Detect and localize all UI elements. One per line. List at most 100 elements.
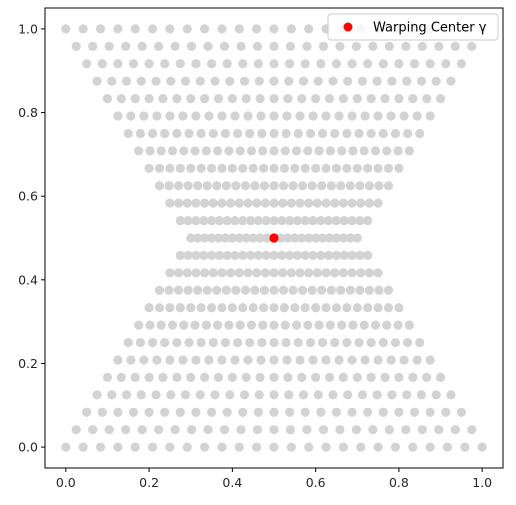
lattice-point-132	[204, 355, 214, 365]
lattice-point-150	[123, 337, 133, 348]
legend: Warping Center γ	[327, 13, 499, 41]
lattice-point-68	[363, 407, 373, 417]
lattice-point-114	[297, 372, 307, 382]
lattice-point-595	[401, 41, 411, 51]
lattice-point-19	[390, 442, 401, 452]
lattice-point-193	[337, 320, 347, 330]
lattice-point-38	[285, 425, 296, 435]
lattice-point-49	[467, 425, 477, 435]
lattice-point-181	[201, 320, 211, 330]
lattice-point-307	[234, 233, 244, 243]
lattice-point-145	[373, 355, 383, 365]
lattice-point-382	[221, 181, 231, 191]
lattice-point-541	[328, 76, 338, 86]
lattice-point-467	[330, 128, 340, 139]
lattice-point-569	[378, 59, 388, 69]
lattice-point-355	[208, 198, 218, 208]
lattice-point-141	[321, 355, 331, 365]
lattice-point-396	[355, 181, 365, 191]
lattice-point-41	[335, 425, 345, 435]
lattice-point-115	[311, 372, 321, 382]
lattice-point-211	[258, 303, 269, 313]
lattice-point-76	[107, 390, 117, 400]
lattice-point-609	[217, 24, 227, 34]
lattice-point-313	[276, 233, 286, 243]
lattice-point-84	[225, 390, 235, 400]
lattice-point-411	[258, 163, 269, 173]
lattice-point-15	[321, 442, 331, 452]
lattice-point-74	[456, 407, 466, 417]
lattice-point-300	[186, 233, 196, 243]
lattice-point-28	[121, 425, 131, 435]
lattice-point-548	[431, 76, 441, 86]
lattice-point-290	[292, 250, 303, 261]
lattice-point-190	[303, 320, 313, 330]
lattice-point-343	[316, 215, 326, 226]
lattice-point-157	[208, 337, 218, 348]
y-tick-label: 0.2	[18, 356, 38, 371]
lattice-point-169	[354, 337, 364, 348]
lattice-point-524	[435, 94, 446, 104]
lattice-point-293	[316, 250, 326, 261]
lattice-point-289	[285, 250, 295, 261]
lattice-point-603	[113, 24, 123, 34]
lattice-point-116	[324, 372, 335, 382]
lattice-point-604	[130, 24, 140, 34]
lattice-point-602	[95, 24, 106, 34]
lattice-point-253	[191, 268, 201, 278]
lattice-point-547	[416, 76, 427, 86]
lattice-point-449	[404, 146, 414, 156]
lattice-point-606	[165, 24, 175, 34]
lattice-point-592	[351, 41, 362, 51]
lattice-point-409	[238, 163, 248, 173]
lattice-point-126	[126, 355, 136, 365]
lattice-point-43	[368, 425, 378, 435]
lattice-point-447	[382, 146, 392, 156]
lattice-point-106	[186, 372, 196, 382]
y-axis-ticks: 0.0 0.2 0.4 0.6 0.8 1.0	[18, 21, 45, 455]
lattice-point-87	[269, 390, 279, 400]
lattice-point-260	[252, 268, 262, 278]
lattice-point-79	[151, 390, 161, 400]
lattice-point-318	[311, 233, 321, 243]
lattice-point-235	[250, 285, 260, 295]
lattice-point-522	[408, 94, 418, 104]
lattice-point-462	[269, 128, 279, 139]
lattice-point-394	[336, 181, 346, 191]
lattice-point-334	[245, 215, 256, 226]
lattice-point-470	[366, 128, 376, 139]
lattice-point-560	[238, 59, 248, 69]
lattice-point-111	[255, 372, 265, 382]
lattice-point-255	[208, 268, 218, 278]
lattice-point-345	[331, 215, 342, 226]
lattice-point-557	[191, 59, 201, 69]
lattice-point-354	[200, 198, 210, 208]
lattice-point-498	[412, 111, 422, 121]
lattice-point-478	[152, 111, 162, 121]
lattice-point-207	[217, 303, 227, 313]
lattice-point-433	[224, 146, 234, 156]
lattice-point-504	[158, 94, 168, 104]
lattice-point-144	[360, 355, 370, 365]
lattice-point-532	[195, 76, 205, 86]
lattice-point-10	[234, 442, 244, 452]
lattice-point-553	[128, 59, 139, 69]
lattice-point-320	[324, 233, 335, 243]
lattice-point-143	[347, 355, 357, 365]
lattice-point-463	[281, 128, 291, 139]
lattice-point-344	[324, 215, 334, 226]
lattice-point-372	[356, 198, 366, 208]
lattice-point-129	[165, 355, 175, 365]
lattice-point-66	[331, 407, 342, 417]
lattice-point-596	[417, 41, 427, 51]
lattice-point-363	[278, 198, 288, 208]
lattice-point-101	[116, 372, 126, 382]
lattice-point-47	[434, 425, 444, 435]
lattice-point-11	[252, 442, 262, 452]
lattice-point-459	[232, 128, 243, 139]
lattice-point-580	[154, 41, 164, 51]
lattice-point-256	[217, 268, 227, 278]
lattice-point-69	[378, 407, 388, 417]
lattice-point-23	[460, 442, 470, 452]
lattice-point-221	[363, 303, 373, 313]
